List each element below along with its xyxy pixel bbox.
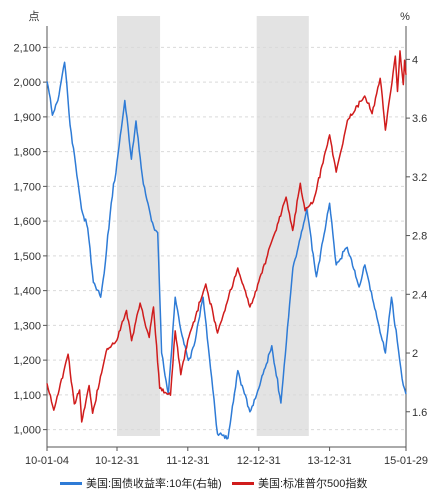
legend-label-sp500: 美国:标准普尔500指数 [258,476,367,490]
left-tick-label: 1,400 [13,286,41,298]
x-tick-label: 10-01-04 [25,455,69,467]
series-line-treasury-yield [46,61,407,440]
x-tick-label: 13-12-31 [308,455,352,467]
right-tick-label: 3.6 [412,113,427,125]
left-tick-label: 1,200 [13,355,41,367]
legend-swatch-yield [60,482,82,485]
left-tick-label: 1,700 [13,181,41,193]
left-tick-label: 1,800 [13,147,41,159]
x-tick-label: 15-01-29 [384,455,428,467]
right-tick-label: 2 [412,348,418,360]
series-line-sp500 [46,50,407,423]
gridlines [43,46,410,431]
left-tick-label: 2,000 [13,77,41,89]
x-tick-label: 10-12-31 [95,455,139,467]
left-tick-label: 1,500 [13,251,41,263]
right-tick-label: 3.2 [412,172,427,184]
left-axis-unit: 点 [29,10,40,23]
right-tick-label: 4 [412,54,418,66]
x-tick-label: 12-12-31 [237,455,281,467]
right-tick-label: 2.4 [412,289,427,301]
series-lines [46,50,407,440]
left-tick-label: 1,600 [13,216,41,228]
left-tick-label: 1,900 [13,112,41,124]
left-tick-label: 1,100 [13,390,41,402]
recession-shading [117,16,309,436]
x-tick-label: 11-12-31 [166,455,209,467]
right-tick-label: 2.8 [412,231,427,243]
left-tick-label: 1,000 [13,425,41,437]
axes [46,26,407,451]
right-axis-unit: % [400,11,410,23]
shaded-period-2 [256,16,309,436]
left-tick-label: 1,300 [13,320,41,332]
right-tick-label: 1.6 [412,407,427,419]
left-tick-label: 2,100 [13,42,41,54]
legend: 美国:国债收益率:10年(右轴) 美国:标准普尔500指数 [60,476,367,490]
tick-labels: 1,000 1,100 1,200 1,300 1,400 1,500 1,600 1,700… [13,42,428,467]
legend-swatch-sp500 [232,482,254,485]
legend-label-yield: 美国:国债收益率:10年(右轴) [86,476,222,490]
